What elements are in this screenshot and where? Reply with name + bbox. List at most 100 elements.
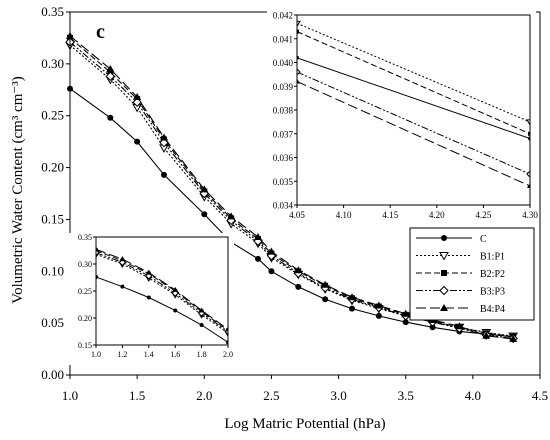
inset-y-tick-label: 0.036 — [273, 153, 294, 163]
data-point — [439, 285, 449, 296]
legend-label: B1:P1 — [480, 252, 505, 263]
data-point — [429, 324, 436, 331]
data-point — [107, 114, 114, 121]
legend: C B1:P1 B2:P2 B3:P3 B4:P4 — [409, 227, 535, 321]
y-tick-label: 0.30 — [41, 56, 64, 71]
inset-background — [267, 11, 536, 225]
data-point — [96, 246, 99, 252]
inset-y-tick-label: 0.20 — [78, 314, 92, 323]
data-point — [146, 295, 151, 300]
data-point — [145, 269, 152, 275]
legend-box — [409, 227, 535, 321]
inset-x-tick-label: 1.0 — [91, 350, 101, 359]
inset-series-group — [96, 246, 228, 345]
inset-series-line — [96, 253, 228, 334]
data-point — [132, 97, 142, 107]
x-tick-label: 2.5 — [263, 388, 279, 403]
inset-series-line — [297, 31, 530, 135]
inset-y-tick-label: 0.040 — [273, 58, 294, 68]
inset-y-tick-label: 0.35 — [78, 233, 92, 242]
y-tick-label: 0.15 — [41, 211, 64, 226]
data-point — [119, 256, 126, 262]
legend-label: B2:P2 — [480, 269, 505, 280]
legend-item-b1-p1: B1:P1 — [416, 252, 505, 263]
data-point — [348, 293, 356, 301]
data-point — [120, 284, 125, 289]
data-point — [297, 78, 300, 84]
data-point — [201, 211, 208, 218]
inset-y-tick-label: 0.30 — [78, 260, 92, 269]
x-tick-label: 3.0 — [330, 388, 346, 403]
data-point — [294, 266, 303, 274]
inset-series-b4-p4 — [96, 246, 228, 332]
data-point — [134, 138, 141, 145]
inset-y-tick-label: 0.034 — [273, 201, 294, 211]
inset-x-tick-label: 4.10 — [336, 210, 352, 220]
y-tick-label: 0.05 — [41, 315, 64, 330]
y-tick-label: 0.35 — [41, 4, 64, 19]
data-point — [401, 309, 410, 317]
data-point — [297, 20, 301, 28]
y-axis-title: Volumetric Water Content (cm³ cm⁻³) — [10, 76, 26, 304]
data-point — [225, 326, 228, 332]
inset-y-tick-label: 0.035 — [273, 177, 294, 187]
inset-y-tick-label: 0.038 — [273, 106, 294, 116]
inset-x-tick-label: 1.4 — [144, 350, 154, 359]
legend-label: C — [480, 234, 487, 245]
data-point — [439, 252, 449, 261]
legend-label: B4:P4 — [480, 304, 505, 315]
data-point — [268, 268, 275, 275]
inset-series-line — [297, 57, 530, 139]
x-tick-label: 1.5 — [129, 388, 145, 403]
inset-bottom-left: 1.0 1.2 1.4 1.6 1.8 2.0 0.15 0.20 0.25 0.30 0.35 — [66, 233, 234, 365]
data-point — [295, 283, 302, 290]
inset-y-tick-label: 0.037 — [273, 129, 294, 139]
data-point — [255, 255, 261, 262]
data-point — [227, 212, 236, 220]
main-axes: 1.0 1.5 2.0 2.5 3.0 3.5 4.0 4.5 0.00 0.05 0.10 0.15… — [41, 4, 548, 403]
inset-x-tick-label: 1.6 — [170, 350, 180, 359]
data-point — [254, 233, 262, 241]
inset-y-tick-label: 0.041 — [273, 34, 293, 44]
data-point — [375, 312, 382, 319]
x-tick-label: 4.5 — [532, 388, 548, 403]
data-point — [482, 331, 491, 339]
data-point — [297, 68, 301, 76]
legend-item-b3-p3: B3:P3 — [416, 285, 505, 298]
data-point — [199, 323, 204, 328]
data-point — [133, 93, 142, 101]
inset-y-tick-label: 0.25 — [78, 287, 92, 296]
data-point — [441, 235, 447, 241]
data-point — [173, 308, 178, 313]
data-point — [297, 29, 299, 34]
inset-top-right: 4.05 4.10 4.15 4.20 4.25 4.30 0.034 0.035 0.036 0… — [267, 11, 538, 225]
y-tick-label: 0.00 — [41, 367, 64, 382]
data-point — [526, 170, 530, 178]
inset-series-b1-p1 — [297, 20, 530, 126]
data-point — [322, 296, 329, 303]
inset-series-b4-p4 — [297, 78, 530, 188]
legend-item-b2-p2: B2:P2 — [416, 269, 505, 280]
legend-item-c: C — [416, 234, 487, 245]
inset-x-tick-label: 1.2 — [117, 350, 127, 359]
data-point — [161, 171, 167, 178]
inset-x-tick-label: 2.0 — [223, 350, 233, 359]
data-point — [267, 247, 276, 255]
inset-x-tick-label: 4.30 — [522, 210, 538, 220]
inset-series-line — [96, 252, 228, 332]
data-point — [160, 133, 168, 141]
inset-x-tick-label: 1.8 — [197, 350, 207, 359]
inset-x-tick-label: 4.20 — [429, 210, 445, 220]
inset-series-line — [96, 248, 228, 330]
x-tick-label: 1.0 — [62, 388, 78, 403]
data-point — [106, 65, 115, 73]
x-tick-label: 4.0 — [465, 388, 481, 403]
data-point — [198, 307, 205, 313]
data-point — [527, 183, 530, 188]
data-point — [440, 304, 448, 311]
data-point — [455, 322, 464, 330]
data-point — [321, 280, 330, 288]
data-point — [349, 305, 355, 312]
legend-label: B3:P3 — [480, 287, 505, 298]
